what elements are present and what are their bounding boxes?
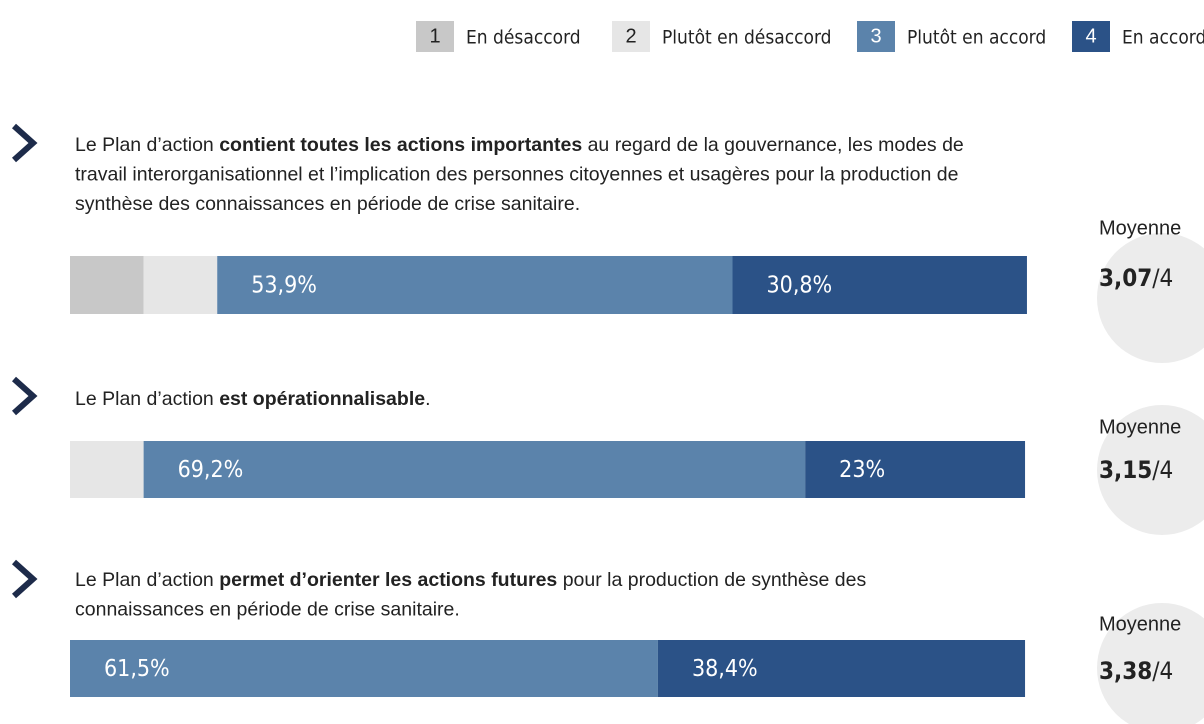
statement-part: Le Plan d’action [75, 569, 219, 591]
statement: Le Plan d’action permet d’orienter les a… [75, 569, 866, 591]
value-label: 69,2% [178, 457, 244, 483]
mean-label: 3,15 [1099, 456, 1152, 484]
statement: synthèse des connaissances en période de… [75, 193, 580, 215]
legend-code: 3 [870, 25, 881, 47]
value-label: 38,4% [692, 656, 758, 682]
mean-circle [1097, 603, 1204, 724]
bar-segment [732, 256, 1027, 314]
statement-part: permet d’orienter les actions futures [219, 569, 557, 591]
legend-label: Plutôt en accord [907, 27, 1046, 49]
mean-value: 3,15/4 [1099, 456, 1173, 484]
mean-suffix: /4 [1152, 264, 1173, 292]
statement: travail interorganisationnel et l’implic… [75, 164, 958, 186]
mean-title: Moyenne [1099, 217, 1181, 239]
legend-code: 1 [429, 25, 440, 47]
value-label: 53,9% [251, 273, 317, 299]
statement-part: synthèse des connaissances en période de… [75, 193, 580, 215]
bar-segment [805, 441, 1026, 498]
chevron [11, 376, 38, 416]
legend-code: 2 [625, 25, 636, 47]
value-label: 23% [839, 457, 885, 483]
mean-circle [1097, 405, 1204, 535]
statement-part: Le Plan d’action [75, 388, 219, 410]
mean-suffix: /4 [1152, 657, 1173, 685]
mean-circle [1097, 233, 1204, 363]
bar-segment [217, 256, 733, 314]
bar-segment [70, 441, 144, 498]
chevrons [11, 123, 38, 599]
legend-code: 4 [1085, 25, 1096, 47]
legend-label: En accord [1122, 27, 1204, 49]
mean-suffix: /4 [1152, 456, 1173, 484]
bar-segment [143, 256, 218, 314]
bar-segment [143, 441, 806, 498]
statement: Le Plan d’action est opérationnalisable. [75, 388, 431, 410]
mean-value: 3,07/4 [1099, 264, 1173, 292]
statement-part: Le Plan d’action [75, 134, 219, 156]
bar-segment [70, 256, 144, 314]
statement-part: contient toutes les actions importantes [219, 134, 582, 156]
mean-label: 3,38 [1099, 657, 1152, 685]
legend-swatch [416, 21, 454, 52]
mean-title: Moyenne [1099, 416, 1181, 438]
statement-part: est opérationnalisable [219, 388, 425, 410]
chevron [11, 123, 38, 163]
value-label: 30,8% [767, 273, 833, 299]
legend-swatch [612, 21, 650, 52]
statement: connaissances en période de crise sanita… [75, 599, 460, 621]
chevron [11, 559, 38, 599]
statement-part: . [425, 388, 430, 410]
legend-swatch [857, 21, 895, 52]
statement-part: pour la production de synthèse des [557, 569, 866, 591]
statement-part: travail interorganisationnel et l’implic… [75, 164, 958, 186]
legend-label: Plutôt en désaccord [662, 27, 832, 49]
bar-segment [657, 640, 1026, 697]
statement: Le Plan d’action contient toutes les act… [75, 134, 964, 156]
mean-value: 3,38/4 [1099, 657, 1173, 685]
value-label: 61,5% [104, 656, 170, 682]
mean-title: Moyenne [1099, 613, 1181, 635]
mean-label: 3,07 [1099, 264, 1152, 292]
legend-swatch [1072, 21, 1110, 52]
statement-part: connaissances en période de crise sanita… [75, 599, 460, 621]
legend-label: En désaccord [466, 27, 581, 49]
bar-segment [70, 640, 658, 697]
statement-part: au regard de la gouvernance, les modes d… [582, 134, 964, 156]
